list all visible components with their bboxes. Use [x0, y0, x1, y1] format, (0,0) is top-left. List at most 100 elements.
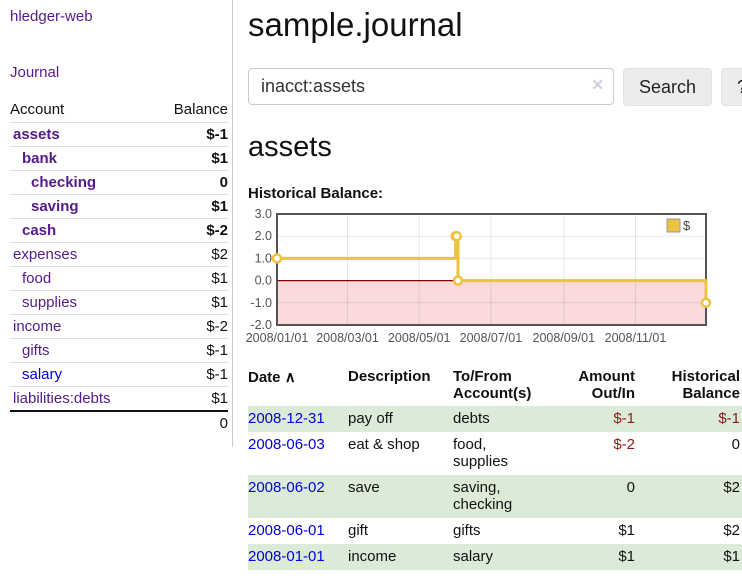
account-balance: $2: [211, 246, 228, 263]
account-row: cash $-2: [10, 218, 228, 243]
transaction-date-link[interactable]: 2008-06-03: [248, 436, 325, 453]
svg-text:3.0: 3.0: [255, 207, 272, 221]
transaction-accounts: gifts: [453, 522, 481, 539]
transaction-description: gift: [348, 522, 369, 539]
svg-text:2008/11/01: 2008/11/01: [605, 331, 667, 345]
accounts-table: Account Balance assets $-1 bank $1 checking 0…: [10, 98, 228, 435]
accounts-col-balance: Balance: [173, 101, 228, 118]
transaction-accounts: saving, checking: [453, 479, 513, 513]
account-row: expenses $2: [10, 242, 228, 267]
account-balance: $-1: [206, 366, 228, 383]
account-link-assets[interactable]: assets: [13, 126, 60, 143]
transaction-balance: $2: [723, 522, 740, 539]
account-link-salary[interactable]: salary: [22, 366, 63, 383]
transaction-date-link[interactable]: 2008-12-31: [248, 410, 325, 427]
account-balance: $1: [211, 198, 228, 215]
account-link-checking[interactable]: checking: [31, 174, 97, 191]
account-link-income[interactable]: income: [13, 318, 62, 335]
transaction-date-link[interactable]: 2008-01-01: [248, 548, 325, 565]
col-header-accounts: To/From Account(s): [453, 368, 532, 402]
account-balance: $1: [211, 150, 228, 167]
search-button[interactable]: Search: [623, 68, 713, 106]
account-link-liabilities-debts[interactable]: liabilities:debts: [13, 390, 111, 407]
account-link-food[interactable]: food: [22, 270, 52, 287]
svg-text:$: $: [683, 218, 691, 233]
account-row: gifts $-1: [10, 338, 228, 363]
account-balance: $-1: [206, 342, 228, 359]
account-balance: $1: [211, 270, 228, 287]
transaction-description: eat & shop: [348, 436, 420, 453]
account-heading: assets: [248, 131, 332, 163]
search-form: ✕ Search ?: [248, 68, 742, 106]
account-row: checking 0: [10, 170, 228, 195]
transaction-amount: 0: [626, 479, 635, 496]
svg-text:0.0: 0.0: [255, 274, 272, 288]
transaction-amount: $-2: [613, 436, 635, 453]
accounts-table-header: Account Balance: [10, 98, 228, 123]
transaction-accounts: salary: [453, 548, 494, 565]
chart-title: Historical Balance:: [248, 185, 384, 202]
transaction-description: income: [348, 548, 397, 565]
account-balance: $1: [211, 294, 228, 311]
page-title: sample.journal: [248, 6, 463, 43]
account-link-cash[interactable]: cash: [22, 222, 57, 239]
account-row: assets $-1: [10, 122, 228, 147]
account-row: income $-2: [10, 314, 228, 339]
app-title-link[interactable]: hledger-web: [10, 8, 93, 25]
account-balance: 0: [219, 174, 228, 191]
svg-text:2008/09/01: 2008/09/01: [533, 331, 596, 345]
col-header-amount: Amount Out/In: [578, 368, 635, 402]
transaction-accounts: debts: [453, 410, 490, 427]
col-header-date[interactable]: Date ∧: [248, 365, 348, 406]
account-row: saving $1: [10, 194, 228, 219]
search-input[interactable]: [248, 68, 614, 105]
sort-asc-icon: ∧: [284, 369, 296, 386]
transaction-balance: $1: [723, 548, 740, 565]
transaction-balance: 0: [731, 436, 740, 453]
transaction-balance: $-1: [718, 410, 740, 427]
sidebar-item-journal[interactable]: Journal: [10, 64, 60, 81]
account-link-gifts[interactable]: gifts: [22, 342, 50, 359]
help-button[interactable]: ?: [721, 68, 742, 106]
account-balance: $-2: [206, 318, 228, 335]
accounts-total-row: 0: [10, 411, 228, 435]
transaction-balance: $2: [723, 479, 740, 496]
transaction-row: 2008-06-01 gift gifts $1 $2: [248, 518, 742, 544]
svg-text:2008/07/01: 2008/07/01: [460, 331, 523, 345]
account-link-saving[interactable]: saving: [31, 198, 79, 215]
svg-text:2.0: 2.0: [255, 229, 272, 243]
col-header-description: Description: [348, 368, 431, 385]
account-link-supplies[interactable]: supplies: [22, 294, 78, 311]
main-content: sample.journal ✕ Search ? assets Histori…: [233, 0, 742, 570]
clear-search-icon[interactable]: ✕: [591, 77, 604, 94]
svg-text:2008/01/01: 2008/01/01: [246, 331, 309, 345]
transaction-date-link[interactable]: 2008-06-02: [248, 479, 325, 496]
account-link-expenses[interactable]: expenses: [13, 246, 78, 263]
col-header-balance: Historical Balance: [671, 368, 740, 402]
svg-text:2008/03/01: 2008/03/01: [316, 331, 379, 345]
svg-text:2008/05/01: 2008/05/01: [388, 331, 451, 345]
transaction-amount: $-1: [613, 410, 635, 427]
account-balance: $1: [211, 390, 228, 407]
transaction-row: 2008-01-01 income salary $1 $1: [248, 544, 742, 570]
account-row: bank $1: [10, 146, 228, 171]
account-link-bank[interactable]: bank: [22, 150, 58, 167]
register-table: Date ∧ Description To/From Account(s) Am…: [248, 365, 742, 570]
account-row: liabilities:debts $1: [10, 386, 228, 412]
transaction-description: save: [348, 479, 380, 496]
transaction-date-link[interactable]: 2008-06-01: [248, 522, 325, 539]
transaction-accounts: food, supplies: [453, 436, 509, 470]
account-balance: $-2: [206, 222, 228, 239]
accounts-total-value: 0: [219, 415, 228, 432]
register-header-row: Date ∧ Description To/From Account(s) Am…: [248, 365, 742, 406]
account-row: food $1: [10, 266, 228, 291]
account-row: supplies $1: [10, 290, 228, 315]
transaction-amount: $1: [618, 548, 635, 565]
svg-text:1.0: 1.0: [255, 251, 272, 265]
svg-text:-1.0: -1.0: [250, 296, 272, 310]
transaction-amount: $1: [618, 522, 635, 539]
transaction-row: 2008-06-03 eat & shop food, supplies $-2 0: [248, 432, 742, 475]
svg-text:-2.0: -2.0: [250, 318, 272, 332]
account-row: salary $-1: [10, 362, 228, 387]
